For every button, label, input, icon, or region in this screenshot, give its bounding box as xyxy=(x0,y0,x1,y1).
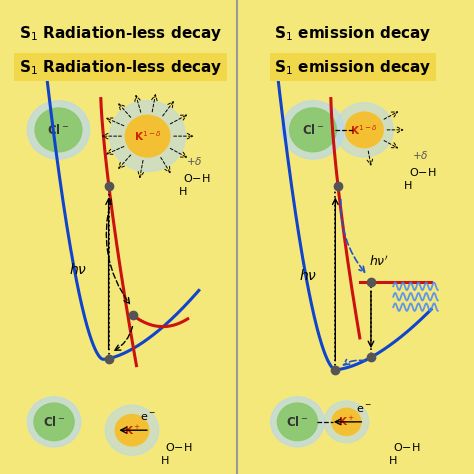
Text: H: H xyxy=(404,181,413,191)
Circle shape xyxy=(115,415,149,446)
Text: K$^+$: K$^+$ xyxy=(124,424,140,437)
Text: S$_1$ emission decay: S$_1$ emission decay xyxy=(274,58,432,77)
Text: O$-$H: O$-$H xyxy=(393,441,420,453)
Circle shape xyxy=(277,403,318,441)
Text: S$_1$ Radiation-less decay: S$_1$ Radiation-less decay xyxy=(19,58,223,77)
Circle shape xyxy=(324,401,369,443)
Text: H: H xyxy=(161,456,169,466)
Text: +$\delta$: +$\delta$ xyxy=(186,155,203,167)
Text: O$-$H: O$-$H xyxy=(409,165,436,178)
Text: Cl$^-$: Cl$^-$ xyxy=(302,123,324,137)
Text: H: H xyxy=(389,456,397,466)
Circle shape xyxy=(290,108,337,152)
Text: $h\nu$: $h\nu$ xyxy=(300,268,318,283)
Text: Cl$^-$: Cl$^-$ xyxy=(43,415,65,429)
Circle shape xyxy=(332,408,361,436)
Text: S$_1$ emission decay: S$_1$ emission decay xyxy=(274,24,432,43)
Text: $h\nu'$: $h\nu'$ xyxy=(369,254,389,268)
Circle shape xyxy=(125,115,170,157)
Text: O$-$H: O$-$H xyxy=(165,441,193,453)
Text: Cl$^-$: Cl$^-$ xyxy=(286,415,309,429)
Circle shape xyxy=(109,100,185,172)
Circle shape xyxy=(27,397,81,447)
Circle shape xyxy=(282,100,344,159)
Text: K$^{1-\delta}$: K$^{1-\delta}$ xyxy=(350,123,378,137)
Text: K$^+$: K$^+$ xyxy=(338,415,355,428)
Circle shape xyxy=(105,405,159,455)
Text: e$^-$: e$^-$ xyxy=(139,412,155,423)
Text: H: H xyxy=(179,187,187,198)
Text: K$^{1-\delta}$: K$^{1-\delta}$ xyxy=(134,129,162,143)
Circle shape xyxy=(335,103,393,157)
Circle shape xyxy=(34,403,74,441)
Circle shape xyxy=(271,397,324,447)
Text: S$_1$ Radiation-less decay: S$_1$ Radiation-less decay xyxy=(19,24,223,43)
Text: O$-$H: O$-$H xyxy=(183,172,210,184)
Circle shape xyxy=(27,100,90,159)
Text: $h\nu$: $h\nu$ xyxy=(70,262,88,277)
Text: Cl$^-$: Cl$^-$ xyxy=(47,123,70,137)
Circle shape xyxy=(35,108,82,152)
Text: e$^-$: e$^-$ xyxy=(356,404,372,415)
Text: +$\delta$: +$\delta$ xyxy=(412,149,428,161)
Circle shape xyxy=(346,112,383,147)
